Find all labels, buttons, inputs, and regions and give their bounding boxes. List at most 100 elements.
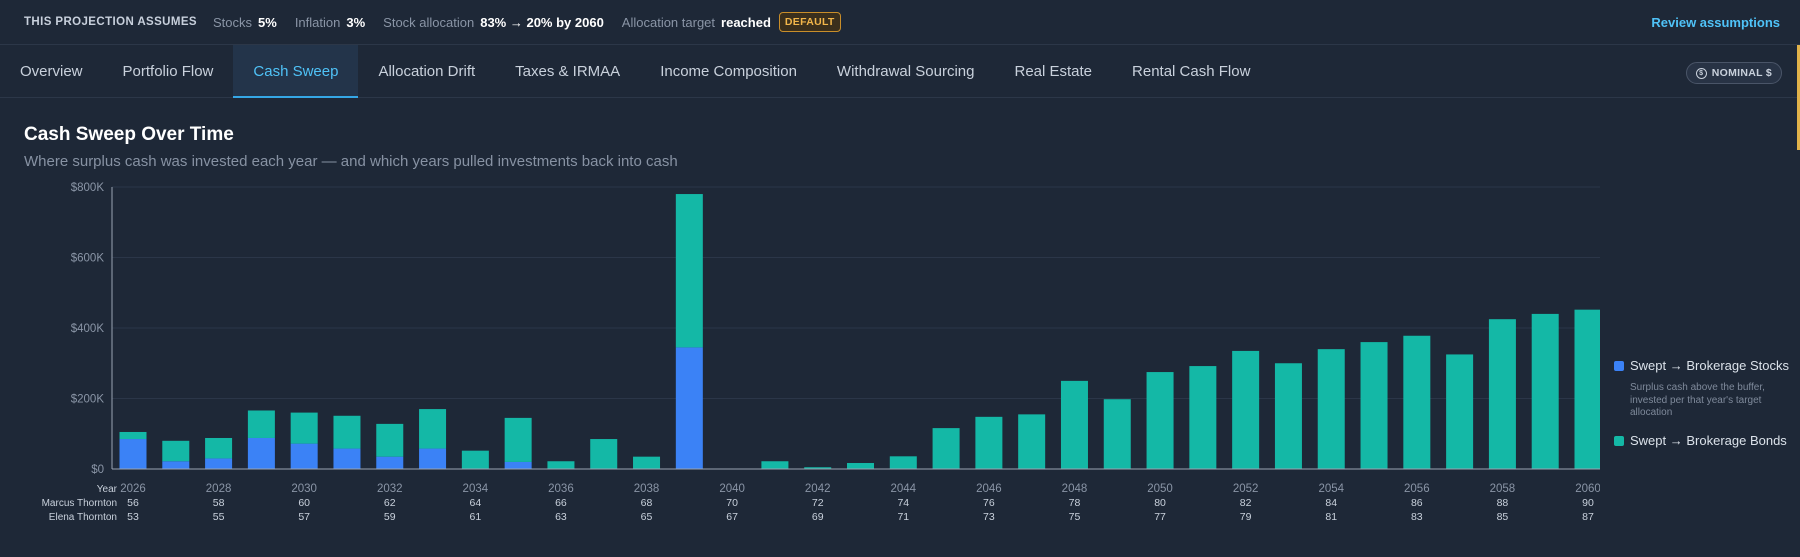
x-tick-label: 2060: [1575, 483, 1600, 495]
legend-stocks-description: Surplus cash above the buffer, invested …: [1630, 382, 1765, 418]
tab-allocation-drift[interactable]: Allocation Drift: [378, 62, 476, 80]
bar-stocks: [376, 456, 404, 469]
legend-item-stocks[interactable]: Swept → Brokerage Stocks: [1614, 358, 1794, 374]
bar-bonds: [376, 423, 404, 457]
stock-allocation-value: 83% → 20% by 2060: [480, 14, 604, 30]
legend-item-bonds[interactable]: Swept → Brokerage Bonds: [1614, 433, 1794, 449]
inflation-value: 3%: [346, 14, 366, 30]
bar-bonds: [975, 416, 1003, 469]
person1-age-label: 76: [983, 497, 995, 509]
x-tick-label: 2058: [1490, 483, 1516, 495]
bar-stocks: [419, 448, 447, 469]
tab-withdrawal-sourcing[interactable]: Withdrawal Sourcing: [836, 62, 975, 80]
x-tick-label: 2034: [463, 483, 489, 495]
bar-bonds: [1531, 313, 1559, 469]
person2-age-label: 63: [555, 511, 567, 523]
bar-bonds: [847, 463, 874, 469]
person2-age-label: 57: [298, 511, 310, 523]
axes: [111, 187, 1600, 470]
bar-bonds: [1189, 366, 1217, 469]
bar-bonds: [1446, 354, 1474, 469]
x-tick-label: 2030: [291, 483, 317, 495]
bar-bonds: [333, 415, 361, 449]
grid-lines: [112, 186, 1600, 399]
bar-stocks: [247, 437, 275, 469]
currency-toggle-label: NOMINAL $: [1711, 67, 1772, 79]
person2-age-label: 77: [1154, 511, 1166, 523]
bar-bonds: [1574, 309, 1600, 469]
person2-age-label: 71: [897, 511, 909, 523]
y-tick-label: $0: [91, 464, 104, 476]
bar-bonds: [504, 417, 532, 462]
chart-subtitle: Where surplus cash was invested each yea…: [24, 153, 678, 170]
person2-age-label: 75: [1069, 511, 1081, 523]
x-tick-label: 2028: [206, 483, 232, 495]
x-tick-label: 2044: [890, 483, 916, 495]
default-badge: DEFAULT: [778, 12, 841, 32]
x-tick-label: 2042: [805, 483, 831, 495]
x-tick-label: 2038: [634, 483, 660, 495]
bar-bonds: [590, 439, 618, 469]
bar-stocks: [162, 461, 190, 469]
person1-age-label: 74: [897, 497, 909, 509]
bar-bonds: [461, 450, 489, 469]
x-tick-label: 2056: [1404, 483, 1430, 495]
bar-bonds: [205, 437, 233, 459]
x-tick-label: 2040: [719, 483, 745, 495]
bar-bonds: [1103, 399, 1131, 469]
person1-age-label: 78: [1069, 497, 1081, 509]
tab-income-composition[interactable]: Income Composition: [660, 62, 797, 80]
person1-age-label: 68: [641, 497, 653, 509]
person1-age-label: 58: [213, 497, 225, 509]
bar-bonds: [419, 409, 447, 449]
bar-stocks: [504, 461, 532, 469]
person1-age-label: 56: [127, 497, 139, 509]
stocks-return-label: Stocks: [213, 14, 253, 30]
person1-age-label: 90: [1582, 497, 1594, 509]
cash-sweep-chart: $0 $200K $400K $600K $800K Year Marcus Thornto…: [42, 182, 1600, 523]
bar-bonds: [633, 456, 661, 469]
allocation-target-value: reached: [721, 14, 771, 30]
review-assumptions-link[interactable]: Review assumptions: [1651, 15, 1780, 30]
person2-age-label: 87: [1582, 511, 1594, 523]
person1-age-label: 64: [470, 497, 482, 509]
person1-age-label: 86: [1411, 497, 1423, 509]
row-label-person2: Elena Thornton: [49, 512, 117, 523]
bar-bonds: [290, 412, 318, 444]
person1-age-label: 60: [298, 497, 310, 509]
person1-age-label: 66: [555, 497, 567, 509]
bar-bonds: [1146, 372, 1174, 469]
person2-age-label: 67: [726, 511, 738, 523]
tab-overview[interactable]: Overview: [20, 62, 83, 80]
bar-bonds: [675, 194, 703, 348]
allocation-target-label: Allocation target: [621, 14, 716, 30]
x-tick-label: 2032: [377, 483, 403, 495]
bar-bonds: [1317, 349, 1345, 469]
currency-toggle[interactable]: $ NOMINAL $: [1685, 62, 1782, 84]
legend-bonds-name: Swept → Brokerage Bonds: [1630, 432, 1787, 448]
y-tick-label: $600K: [71, 253, 105, 265]
person2-age-label: 55: [213, 511, 225, 523]
y-tick-label: $800K: [71, 182, 105, 194]
bar-series: [119, 194, 1600, 469]
axis-labels: $0 $200K $400K $600K $800K Year Marcus Thornto…: [42, 182, 1600, 523]
person2-age-label: 73: [983, 511, 995, 523]
bar-stocks: [119, 439, 147, 469]
bar-bonds: [1403, 335, 1431, 469]
bar-bonds: [1488, 319, 1516, 469]
x-tick-label: 2036: [548, 483, 574, 495]
person2-age-label: 59: [384, 511, 396, 523]
tab-rental-cash-flow[interactable]: Rental Cash Flow: [1132, 62, 1251, 80]
tab-taxes-irmaa[interactable]: Taxes & IRMAA: [515, 62, 621, 80]
person2-age-label: 85: [1497, 511, 1509, 523]
chart-title: Cash Sweep Over Time: [24, 124, 234, 145]
inflation-label: Inflation: [294, 14, 341, 30]
y-tick-label: $400K: [71, 323, 105, 335]
bar-bonds: [1274, 363, 1302, 469]
x-tick-label: 2050: [1147, 483, 1173, 495]
bar-bonds: [761, 461, 789, 469]
tab-cash-sweep[interactable]: Cash Sweep: [233, 45, 359, 98]
tab-real-estate[interactable]: Real Estate: [1014, 62, 1093, 80]
tab-portfolio-flow[interactable]: Portfolio Flow: [122, 62, 214, 80]
stocks-return-value: 5%: [258, 14, 277, 30]
